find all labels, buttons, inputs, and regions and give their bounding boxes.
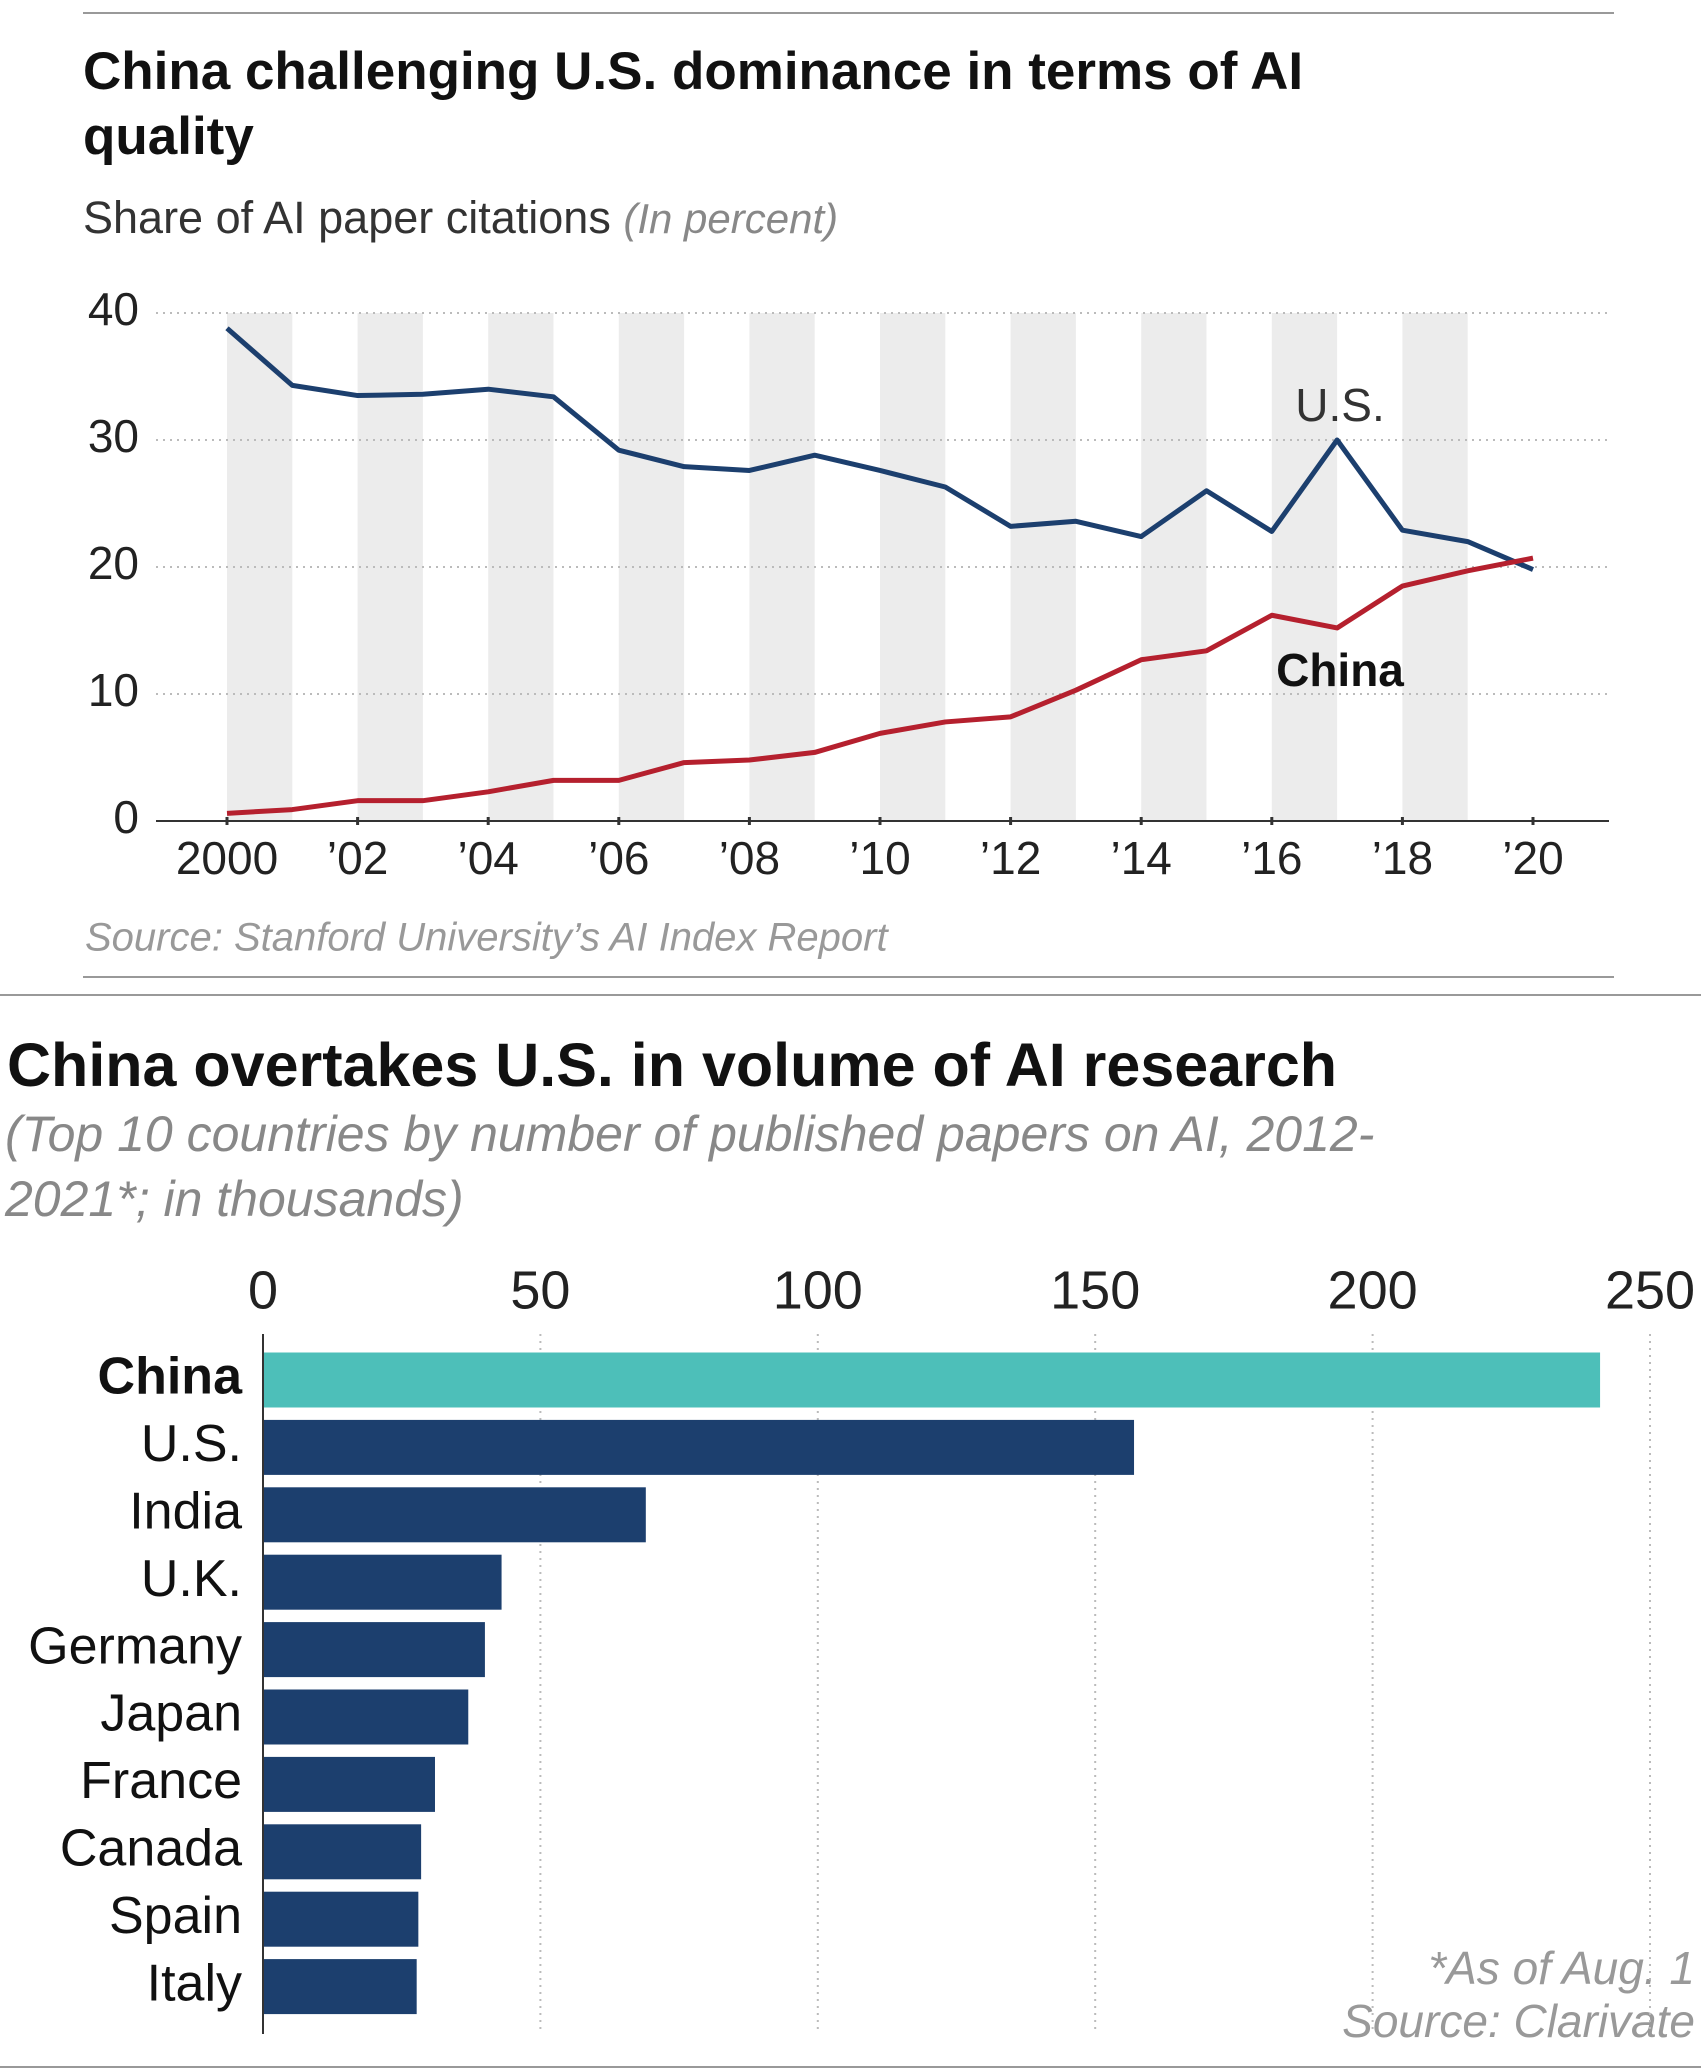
stripe (1010, 313, 1076, 821)
x-tick-label: 2000 (176, 832, 278, 884)
source: Source: Clarivate (1342, 1995, 1695, 2047)
x-tick-label: ’20 (1502, 832, 1563, 884)
bar (263, 1419, 1135, 1475)
y-tick-label: China (98, 1348, 244, 1406)
chart-title: China overtakes U.S. in volume of AI res… (7, 1031, 1338, 1099)
y-tick-label: 30 (88, 410, 139, 462)
bar (263, 1487, 646, 1543)
y-tick-label: France (80, 1752, 242, 1810)
bar (263, 1554, 502, 1610)
x-tick-label: ’12 (980, 832, 1041, 884)
bar (263, 1689, 469, 1745)
x-tick-label: 100 (773, 1260, 863, 1320)
chart-subtitle: (Top 10 countries by number of published… (5, 1106, 1375, 1227)
x-tick-label: ’14 (1111, 832, 1172, 884)
x-tick-label: ’08 (719, 832, 780, 884)
x-tick-label: ’10 (849, 832, 910, 884)
stripe (227, 313, 293, 821)
note: *As of Aug. 1 (1428, 1942, 1695, 1994)
bar (263, 1959, 417, 2015)
stripe (618, 313, 685, 821)
y-tick-label: 20 (88, 537, 139, 589)
x-tick-label: 0 (248, 1260, 278, 1320)
source: Source: Stanford University’s AI Index R… (85, 916, 889, 960)
series-label: China (1276, 644, 1404, 696)
bar (263, 1891, 419, 1947)
x-tick-label: 150 (1050, 1260, 1140, 1320)
line (225, 326, 1534, 572)
unit: (In percent) (623, 195, 839, 242)
y-tick-label: Italy (147, 1954, 242, 2012)
stripe (1402, 313, 1468, 821)
y-tick-label: 40 (88, 283, 139, 335)
y-tick-label: U.S. (141, 1415, 242, 1473)
y-tick-label: Japan (100, 1685, 242, 1743)
bar (263, 1824, 422, 1880)
stripe (749, 313, 815, 821)
y-tick-label: 0 (113, 791, 139, 843)
line (226, 555, 1534, 816)
bar (263, 1352, 1601, 1408)
bar (263, 1622, 485, 1678)
x-tick-label: ’18 (1372, 832, 1433, 884)
subtitle: Share of AI paper citations (83, 192, 611, 243)
x-tick-label: 50 (510, 1260, 570, 1320)
y-tick-label: Spain (109, 1887, 242, 1945)
series-label: U.S. (1295, 379, 1384, 431)
bar (263, 1756, 435, 1812)
stripe (1141, 313, 1207, 821)
y-tick-label: 10 (88, 664, 139, 716)
chart-subtitle: Share of AI paper citations (In percent) (83, 192, 838, 244)
x-tick-label: 250 (1605, 1260, 1695, 1320)
x-tick-label: ’04 (458, 832, 519, 884)
y-tick-label: India (129, 1483, 242, 1541)
y-tick-label: Germany (28, 1617, 242, 1675)
y-tick-label: U.K. (141, 1550, 242, 1608)
x-tick-label: ’02 (327, 832, 388, 884)
chart-title: China challenging U.S. dominance in term… (83, 42, 1304, 166)
x-tick-label: 200 (1328, 1260, 1418, 1320)
y-tick-label: Canada (60, 1820, 242, 1878)
x-tick-label: ’06 (588, 832, 649, 884)
x-tick-label: ’16 (1241, 832, 1302, 884)
